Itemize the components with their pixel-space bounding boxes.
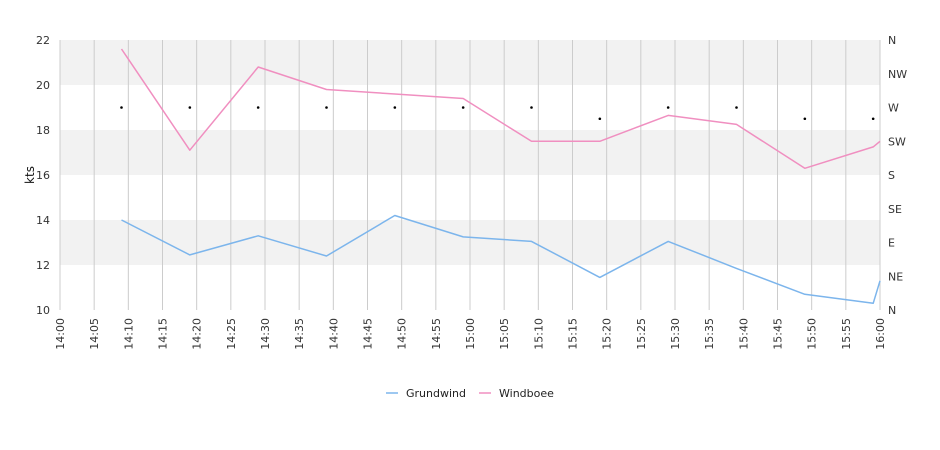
x-tick-label: 15:05 [498, 318, 511, 350]
y-axis-title: kts [23, 166, 37, 184]
y-tick-label: 18 [36, 124, 50, 137]
x-tick-label: 16:00 [874, 318, 887, 350]
direction-point [803, 117, 807, 121]
y-axis-ticks: 10 12 14 16 18 20 22 [36, 34, 50, 317]
legend-item-grundwind[interactable]: Grundwind [386, 387, 466, 400]
direction-point [666, 106, 670, 109]
legend: Grundwind Windboee [386, 387, 554, 400]
x-tick-label: 14:25 [225, 318, 238, 350]
series-line-grundwind [121, 214, 881, 305]
x-tick-label: 14:10 [122, 318, 135, 350]
legend-label: Windboee [499, 387, 554, 400]
x-tick-label: 14:35 [293, 318, 306, 350]
x-tick-label: 15:10 [532, 318, 545, 350]
x-tick-label: 14:20 [191, 318, 204, 350]
x-tick-label: 14:05 [88, 318, 101, 350]
x-tick-label: 15:55 [840, 318, 853, 350]
x-tick-label: 14:45 [362, 318, 375, 350]
y-tick-label: 16 [36, 169, 50, 182]
x-tick-label: 14:40 [327, 318, 340, 350]
x-tick-label: 15:20 [601, 318, 614, 350]
x-tick-label: 14:30 [259, 318, 272, 350]
series-line-windboee [120, 48, 881, 170]
direction-tick-label: SW [888, 135, 906, 148]
x-tick-label: 14:15 [157, 318, 170, 350]
direction-point [325, 106, 328, 109]
y-tick-label: 20 [36, 79, 50, 92]
direction-point [256, 106, 260, 109]
x-tick-label: 14:00 [54, 318, 67, 350]
direction-point [530, 106, 533, 109]
x-tick-label: 14:55 [430, 318, 443, 350]
direction-markers [120, 106, 875, 121]
direction-tick-label: SE [888, 203, 902, 216]
direction-tick-label: N [888, 304, 896, 317]
direction-point [871, 117, 875, 121]
legend-item-windboee[interactable]: Windboee [479, 387, 554, 400]
direction-tick-label: S [888, 169, 895, 182]
y-tick-label: 22 [36, 34, 50, 47]
y-tick-label: 14 [36, 214, 50, 227]
x-tick-label: 15:15 [567, 318, 580, 350]
direction-tick-label: E [888, 237, 895, 250]
direction-axis-ticks: N NE E SE S SW W NW N [888, 34, 907, 317]
direction-point [598, 117, 602, 121]
y-tick-label: 12 [36, 259, 50, 272]
x-tick-label: 15:30 [669, 318, 682, 350]
direction-tick-label: W [888, 102, 899, 115]
x-tick-label: 15:45 [772, 318, 785, 350]
direction-point [393, 106, 397, 109]
y-tick-label: 10 [36, 304, 50, 317]
x-tick-label: 15:25 [635, 318, 648, 350]
direction-tick-label: NE [888, 270, 903, 283]
x-tick-label: 15:50 [806, 318, 819, 350]
direction-tick-label: NW [888, 68, 907, 81]
vertical-gridlines [59, 40, 881, 310]
direction-point [120, 106, 123, 109]
direction-tick-label: N [888, 34, 896, 47]
x-tick-label: 15:40 [737, 318, 750, 350]
direction-point [188, 106, 192, 109]
x-axis-ticks: 14:00 14:05 14:10 14:15 14:20 14:25 14:30 14:35… [54, 318, 887, 350]
direction-point [735, 106, 738, 109]
x-tick-label: 15:35 [703, 318, 716, 350]
series-lines [120, 48, 881, 305]
x-tick-label: 14:50 [396, 318, 409, 350]
legend-label: Grundwind [406, 387, 466, 400]
direction-point [461, 106, 465, 109]
x-tick-label: 15:00 [464, 318, 477, 350]
